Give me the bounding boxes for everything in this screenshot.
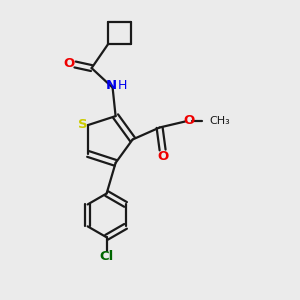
Text: O: O <box>64 57 75 70</box>
Text: S: S <box>78 118 88 130</box>
Text: Cl: Cl <box>100 250 114 263</box>
Text: O: O <box>158 150 169 163</box>
Text: CH₃: CH₃ <box>209 116 230 127</box>
Text: O: O <box>183 114 194 127</box>
Text: H: H <box>118 79 127 92</box>
Text: N: N <box>106 79 117 92</box>
